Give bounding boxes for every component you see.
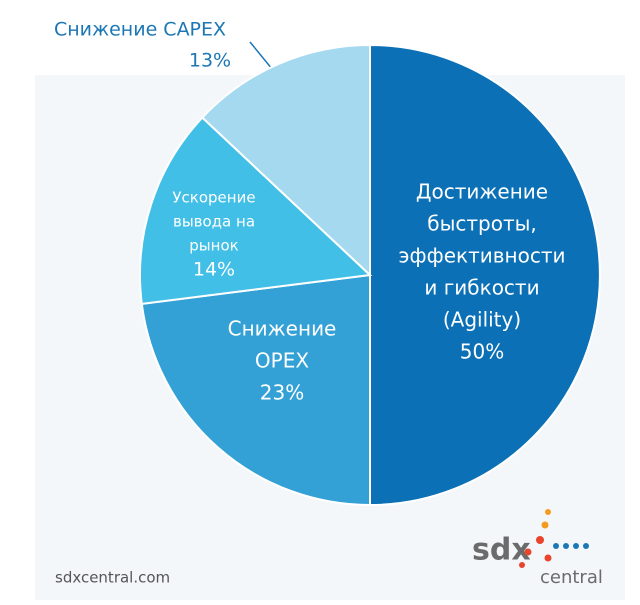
value-label: 13% [189,50,231,72]
slice-label: OPEX [255,349,309,373]
slice-label: вывода на [173,213,255,231]
logo-dot [519,562,525,568]
label-background [0,0,250,75]
slice-label: и гибкости [424,276,539,300]
logo-dot [573,543,579,549]
logo-sub: central [540,567,603,588]
slice-label: эффективности [399,244,566,268]
logo-dot [545,509,551,515]
slice-label: Достижение [416,180,548,204]
logo-dot [563,543,569,549]
slice [139,116,373,305]
logo-dot [544,554,552,562]
logo-dot [524,548,532,556]
value-label: 23% [260,381,304,405]
logo-main: sdx [472,533,531,568]
slice-label: (Agility) [443,308,521,332]
value-label: 50% [460,340,504,364]
slice [200,43,371,278]
logo-dot [541,521,549,529]
logo-dot [583,543,589,549]
slice-label: рынок [189,237,238,255]
logo-dot [536,536,544,544]
slice-label: Ускорение [172,189,255,207]
slice [140,273,371,507]
logo: sdx central [472,509,603,588]
slices [139,43,601,507]
footer-site: sdxcentral.com [55,569,170,587]
slice-label: Снижение CAPEX [54,19,226,41]
slice [369,43,601,507]
value-label: 14% [193,259,235,281]
slice-label: быстроты, [427,212,537,236]
slice-label: Снижение [228,317,337,341]
logo-dot [553,543,559,549]
